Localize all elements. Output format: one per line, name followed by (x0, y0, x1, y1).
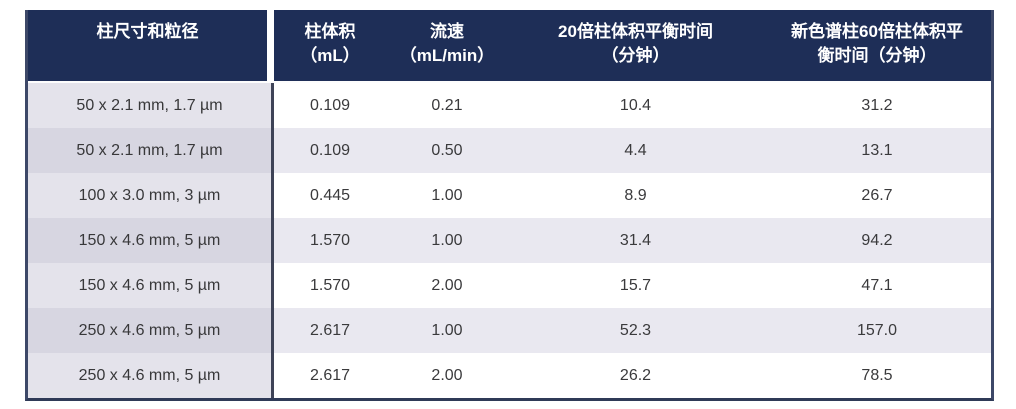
cell-eq-time-60x: 78.5 (763, 353, 991, 398)
cell-flow-rate: 0.21 (386, 83, 508, 128)
cell-column-volume: 1.570 (274, 218, 386, 263)
cell-eq-time-20x: 4.4 (508, 128, 763, 173)
cell-eq-time-20x: 26.2 (508, 353, 763, 398)
cell-column-size: 100 x 3.0 mm, 3 µm (28, 173, 274, 218)
cell-flow-rate: 1.00 (386, 173, 508, 218)
cell-eq-time-60x: 31.2 (763, 83, 991, 128)
header-label: 柱尺寸和粒径 (96, 22, 199, 41)
cell-eq-time-20x: 10.4 (508, 83, 763, 128)
header-label: 流速 (430, 22, 464, 41)
cell-eq-time-60x: 13.1 (763, 128, 991, 173)
header-cell-eq-time-60x: 新色谱柱60倍柱体积平 衡时间（分钟） (763, 10, 991, 83)
header-cell-flow-rate: 流速 （mL/min） (386, 10, 508, 83)
cell-eq-time-60x: 157.0 (763, 308, 991, 353)
cell-column-volume: 0.445 (274, 173, 386, 218)
cell-eq-time-60x: 94.2 (763, 218, 991, 263)
cell-eq-time-20x: 8.9 (508, 173, 763, 218)
table-row: 250 x 4.6 mm, 5 µm 2.617 1.00 52.3 157.0 (28, 308, 991, 353)
table-row: 50 x 2.1 mm, 1.7 µm 0.109 0.50 4.4 13.1 (28, 128, 991, 173)
cell-column-size: 250 x 4.6 mm, 5 µm (28, 308, 274, 353)
cell-flow-rate: 2.00 (386, 263, 508, 308)
table-row: 250 x 4.6 mm, 5 µm 2.617 2.00 26.2 78.5 (28, 353, 991, 398)
cell-eq-time-60x: 47.1 (763, 263, 991, 308)
header-cell-eq-time-20x: 20倍柱体积平衡时间 （分钟） (508, 10, 763, 83)
cell-column-size: 250 x 4.6 mm, 5 µm (28, 353, 274, 398)
cell-column-size: 150 x 4.6 mm, 5 µm (28, 263, 274, 308)
cell-column-size: 50 x 2.1 mm, 1.7 µm (28, 83, 274, 128)
cell-column-volume: 0.109 (274, 128, 386, 173)
table-row: 150 x 4.6 mm, 5 µm 1.570 1.00 31.4 94.2 (28, 218, 991, 263)
cell-flow-rate: 0.50 (386, 128, 508, 173)
equilibration-time-table: 柱尺寸和粒径 柱体积 （mL） 流速 （mL/min） 20倍柱体积平衡时间 （… (25, 10, 994, 401)
header-label-line2: 衡时间（分钟） (817, 46, 937, 65)
table-row: 50 x 2.1 mm, 1.7 µm 0.109 0.21 10.4 31.2 (28, 83, 991, 128)
header-cell-column-volume: 柱体积 （mL） (274, 10, 386, 83)
header-label-line2: （mL） (300, 46, 360, 65)
cell-column-size: 150 x 4.6 mm, 5 µm (28, 218, 274, 263)
header-label-line2: （mL/min） (399, 46, 495, 65)
table-row: 100 x 3.0 mm, 3 µm 0.445 1.00 8.9 26.7 (28, 173, 991, 218)
table-row: 150 x 4.6 mm, 5 µm 1.570 2.00 15.7 47.1 (28, 263, 991, 308)
header-row: 柱尺寸和粒径 柱体积 （mL） 流速 （mL/min） 20倍柱体积平衡时间 （… (28, 10, 991, 83)
cell-column-size: 50 x 2.1 mm, 1.7 µm (28, 128, 274, 173)
cell-column-volume: 0.109 (274, 83, 386, 128)
cell-column-volume: 2.617 (274, 353, 386, 398)
header-label: 20倍柱体积平衡时间 (558, 22, 713, 41)
cell-flow-rate: 1.00 (386, 308, 508, 353)
cell-column-volume: 1.570 (274, 263, 386, 308)
cell-eq-time-60x: 26.7 (763, 173, 991, 218)
cell-column-volume: 2.617 (274, 308, 386, 353)
header-label: 新色谱柱60倍柱体积平 (791, 22, 963, 41)
cell-eq-time-20x: 52.3 (508, 308, 763, 353)
header-cell-column-size: 柱尺寸和粒径 (28, 10, 274, 83)
cell-eq-time-20x: 15.7 (508, 263, 763, 308)
cell-flow-rate: 1.00 (386, 218, 508, 263)
header-label-line2: （分钟） (601, 46, 670, 65)
cell-flow-rate: 2.00 (386, 353, 508, 398)
cell-eq-time-20x: 31.4 (508, 218, 763, 263)
header-label: 柱体积 (304, 22, 356, 41)
